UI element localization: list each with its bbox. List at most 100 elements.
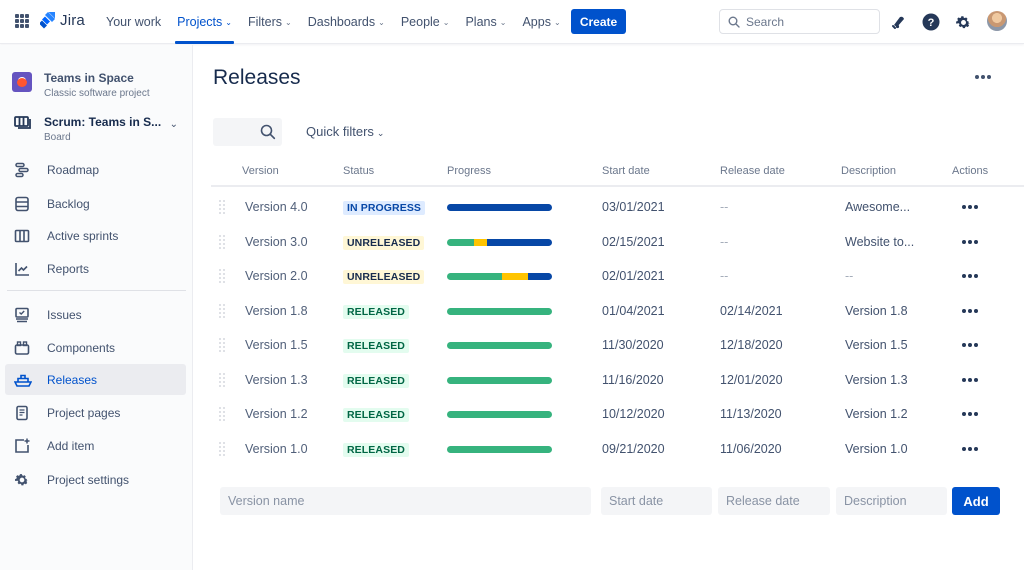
row-more-actions-icon[interactable] <box>962 412 978 416</box>
release-date-input[interactable] <box>718 487 830 515</box>
status-lozenge: RELEASED <box>343 339 409 353</box>
description: -- <box>845 269 854 283</box>
start-date-input[interactable] <box>601 487 712 515</box>
drag-handle-icon[interactable] <box>219 200 225 214</box>
drag-handle-icon[interactable] <box>219 303 225 318</box>
nav-filters[interactable]: Filters ⌄ <box>240 0 300 44</box>
row-more-actions-icon[interactable] <box>962 239 978 244</box>
table-row[interactable]: Version 1.8 RELEASED 01/04/2021 02/14/20… <box>211 293 1024 327</box>
table-row[interactable]: Version 1.5 RELEASED 11/30/2020 12/18/20… <box>211 327 1024 361</box>
chevron-down-icon: ⌄ <box>553 17 561 27</box>
project-header[interactable]: Teams in Space Classic software project <box>12 71 150 99</box>
sidebar-item-project-pages[interactable]: Project pages <box>5 397 186 428</box>
column-header-description[interactable]: Description <box>841 165 897 177</box>
version-name[interactable]: Version 1.3 <box>245 372 308 387</box>
chevron-down-icon: ⌄ <box>442 17 450 27</box>
nav-people[interactable]: People ⌄ <box>393 0 458 44</box>
nav-dashboards[interactable]: Dashboards ⌄ <box>300 0 393 44</box>
project-type: Classic software project <box>44 88 150 99</box>
board-name: Scrum: Teams in S... <box>44 115 162 129</box>
create-button[interactable]: Create <box>571 9 626 34</box>
chevron-down-icon: ⌄ <box>499 17 507 27</box>
project-avatar-icon <box>12 72 32 92</box>
version-name[interactable]: Version 4.0 <box>245 200 308 214</box>
sidebar-item-label: Roadmap <box>47 162 100 177</box>
reports-icon <box>14 261 32 277</box>
version-name[interactable]: Version 1.2 <box>245 407 308 421</box>
progress-bar <box>447 445 552 453</box>
settings-icon[interactable] <box>953 12 973 32</box>
sidebar-item-releases[interactable]: Releases <box>5 364 186 395</box>
nav-label: Dashboards <box>307 15 376 29</box>
version-name[interactable]: Version 1.0 <box>245 441 308 456</box>
sidebar-item-roadmap[interactable]: Roadmap <box>5 154 186 185</box>
release-date: 12/18/2020 <box>720 338 783 352</box>
sidebar-item-label: Add item <box>47 438 95 453</box>
sidebar-item-reports[interactable]: Reports <box>5 253 186 284</box>
row-more-actions-icon[interactable] <box>962 446 978 451</box>
jira-logo[interactable]: Jira <box>40 11 85 29</box>
board-switcher[interactable]: Scrum: Teams in S... Board ⌄ <box>14 115 182 143</box>
version-name[interactable]: Version 2.0 <box>245 269 308 283</box>
sidebar-item-label: Project settings <box>47 472 130 487</box>
release-date: -- <box>720 234 729 249</box>
row-more-actions-icon[interactable] <box>962 274 978 278</box>
row-more-actions-icon[interactable] <box>962 343 978 347</box>
table-row[interactable]: Version 2.0 UNRELEASED 02/01/2021 -- -- <box>211 258 1024 292</box>
status-lozenge: IN PROGRESS <box>343 201 426 215</box>
user-avatar[interactable] <box>987 11 1007 31</box>
table-row[interactable]: Version 1.2 RELEASED 10/12/2020 11/13/20… <box>211 396 1024 430</box>
version-name-input[interactable] <box>220 487 591 515</box>
sidebar-item-add-item[interactable]: Add item <box>5 430 186 461</box>
column-header-start-date[interactable]: Start date <box>602 165 650 177</box>
table-row[interactable]: Version 1.3 RELEASED 11/16/2020 12/01/20… <box>211 362 1024 396</box>
jira-logo-icon <box>40 12 55 29</box>
add-version-button[interactable]: Add <box>952 487 1000 515</box>
nav-your-work[interactable]: Your work <box>98 0 169 44</box>
nav-projects[interactable]: Projects ⌄ <box>169 0 240 44</box>
version-name[interactable]: Version 1.8 <box>245 303 308 318</box>
row-more-actions-icon[interactable] <box>962 308 978 313</box>
components-icon <box>14 340 32 356</box>
nav-apps[interactable]: Apps ⌄ <box>514 0 568 44</box>
global-search[interactable] <box>719 9 880 34</box>
row-more-actions-icon[interactable] <box>962 377 978 382</box>
app-switcher-icon[interactable] <box>15 14 29 28</box>
column-header-progress[interactable]: Progress <box>447 165 492 177</box>
drag-handle-icon[interactable] <box>219 441 225 456</box>
table-row[interactable]: Version 1.0 RELEASED 09/21/2020 11/06/20… <box>211 431 1024 465</box>
version-search-input[interactable] <box>213 118 282 146</box>
search-icon <box>260 124 276 140</box>
release-date: 02/14/2021 <box>720 303 783 318</box>
sidebar-item-project-settings[interactable]: Project settings <box>5 464 186 495</box>
svg-text:?: ? <box>928 17 935 29</box>
notifications-icon[interactable] <box>889 12 909 32</box>
sidebar-item-issues[interactable]: Issues <box>5 299 186 330</box>
nav-plans[interactable]: Plans ⌄ <box>457 0 514 44</box>
column-header-release-date[interactable]: Release date <box>720 165 785 177</box>
column-header-version[interactable]: Version <box>242 165 279 177</box>
version-name[interactable]: Version 1.5 <box>245 338 308 352</box>
sidebar-item-backlog[interactable]: Backlog <box>5 188 186 219</box>
table-row[interactable]: Version 3.0 UNRELEASED 02/15/2021 -- Web… <box>211 224 1024 258</box>
table-row[interactable]: Version 4.0 IN PROGRESS 03/01/2021 -- Aw… <box>211 189 1024 223</box>
sidebar-item-components[interactable]: Components <box>5 332 186 363</box>
search-input[interactable] <box>746 14 866 29</box>
drag-handle-icon[interactable] <box>219 338 225 352</box>
column-header-status[interactable]: Status <box>343 165 375 177</box>
help-icon[interactable]: ? <box>921 12 941 32</box>
more-actions-icon[interactable] <box>975 72 993 82</box>
page-title: Releases <box>213 66 301 89</box>
drag-handle-icon[interactable] <box>219 234 225 249</box>
version-name[interactable]: Version 3.0 <box>245 234 308 249</box>
drag-handle-icon[interactable] <box>219 269 225 283</box>
status-lozenge: RELEASED <box>343 373 409 388</box>
row-more-actions-icon[interactable] <box>962 205 978 209</box>
drag-handle-icon[interactable] <box>219 372 225 387</box>
quick-filters-dropdown[interactable]: Quick filters ⌄ <box>306 124 384 139</box>
sidebar-item-active-sprints[interactable]: Active sprints <box>5 220 186 251</box>
progress-bar <box>447 411 552 418</box>
description-input[interactable] <box>836 487 947 515</box>
nav-label: Plans <box>465 15 497 29</box>
drag-handle-icon[interactable] <box>219 407 225 421</box>
